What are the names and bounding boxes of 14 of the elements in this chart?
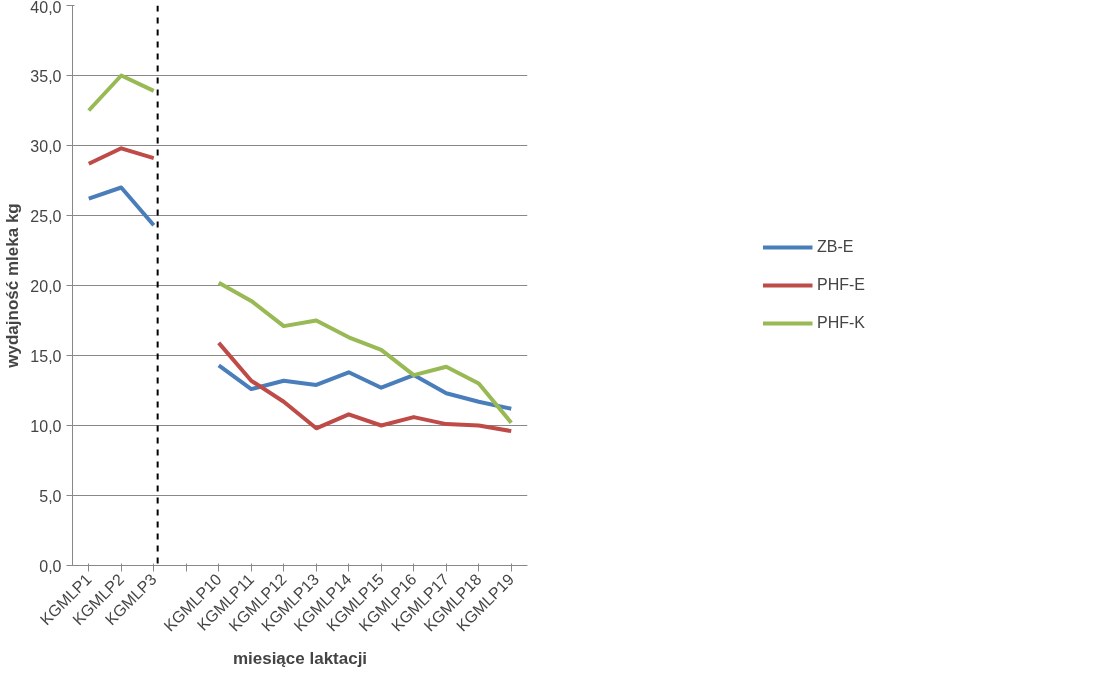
y-tick-label: 40,0 (30, 0, 62, 16)
y-tick-label: 15,0 (30, 347, 62, 365)
legend-label: PHF-E (817, 276, 865, 294)
y-tick-label: 20,0 (30, 277, 62, 295)
y-tick-label: 25,0 (30, 207, 62, 225)
y-axis-title: wydajność mleka kg (3, 203, 23, 369)
y-tick-label: 0,0 (39, 557, 62, 575)
y-tick-label: 10,0 (30, 417, 62, 435)
y-tick-label: 30,0 (30, 137, 62, 155)
y-tick-label: 5,0 (39, 487, 62, 505)
x-axis-title: miesiące laktacji (232, 648, 368, 668)
y-tick-label: 35,0 (30, 67, 62, 85)
legend-label: PHF-K (817, 314, 865, 332)
legend-label: ZB-E (817, 238, 854, 256)
